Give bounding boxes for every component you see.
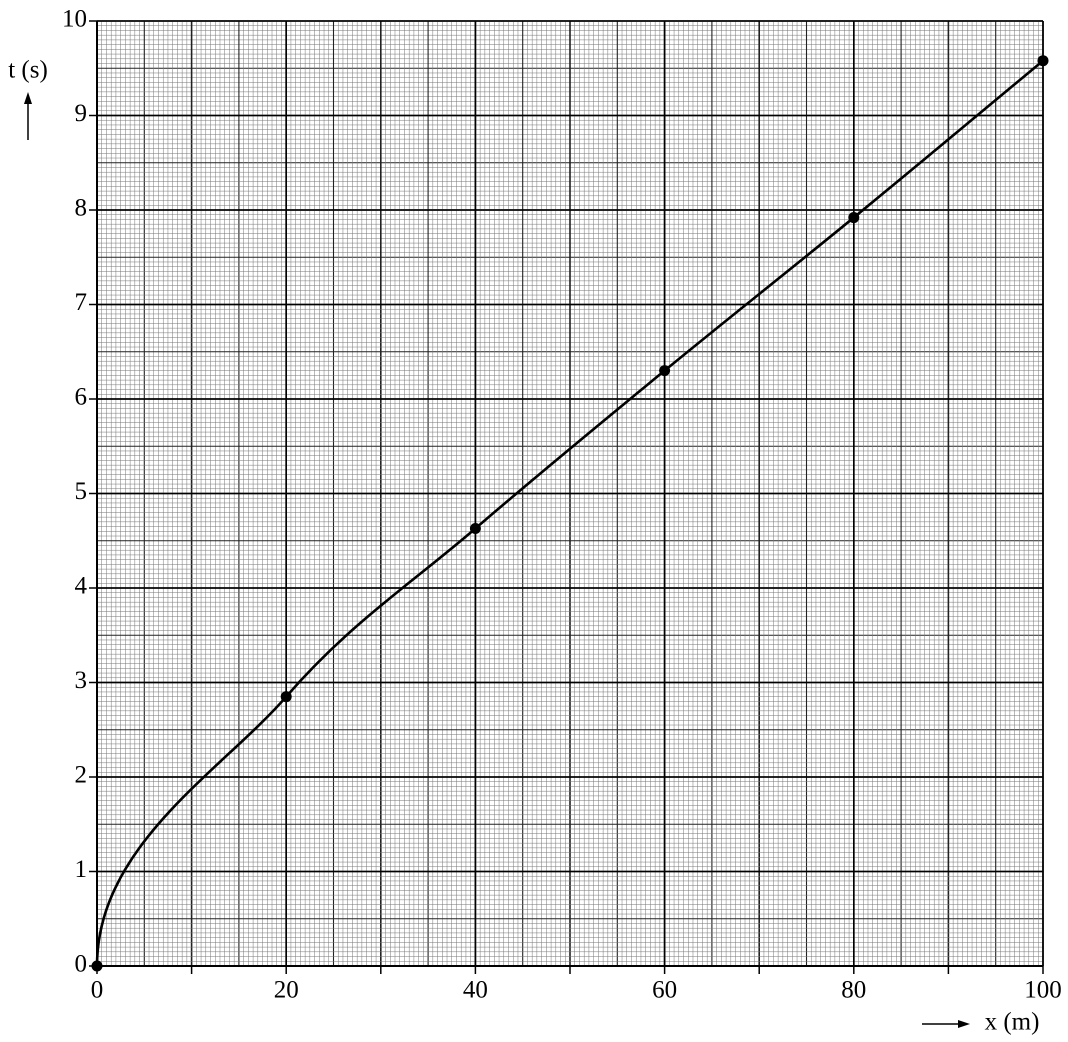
x-tick-label: 20 [274, 977, 299, 1004]
y-tick-label: 7 [75, 289, 88, 316]
data-point [91, 960, 103, 972]
data-point [848, 212, 860, 224]
data-point [1037, 55, 1049, 67]
y-tick-label: 9 [75, 100, 88, 127]
data-point [280, 691, 292, 703]
data-point [469, 522, 481, 534]
x-tick-label: 80 [841, 977, 866, 1004]
x-arrow [922, 1020, 970, 1028]
x-axis-label: x (m) [985, 1009, 1040, 1036]
y-tick-label: 5 [75, 478, 88, 505]
y-tick-label: 3 [75, 667, 88, 694]
y-tick-label: 1 [75, 856, 88, 883]
y-arrow [24, 92, 32, 140]
x-tick-label: 100 [1024, 977, 1062, 1004]
y-tick-label: 6 [75, 384, 88, 411]
y-tick-label: 2 [75, 762, 88, 789]
x-tick-label: 0 [91, 977, 104, 1004]
data-point [659, 365, 671, 377]
y-tick-label: 0 [75, 951, 88, 978]
grid [96, 20, 1044, 967]
y-tick-label: 10 [62, 6, 87, 33]
y-tick-label: 8 [75, 195, 88, 222]
y-axis-label: t (s) [8, 57, 48, 84]
x-tick-label: 60 [652, 977, 677, 1004]
x-tick-label: 40 [463, 977, 488, 1004]
y-tick-label: 4 [75, 573, 88, 600]
curve [95, 59, 1044, 967]
